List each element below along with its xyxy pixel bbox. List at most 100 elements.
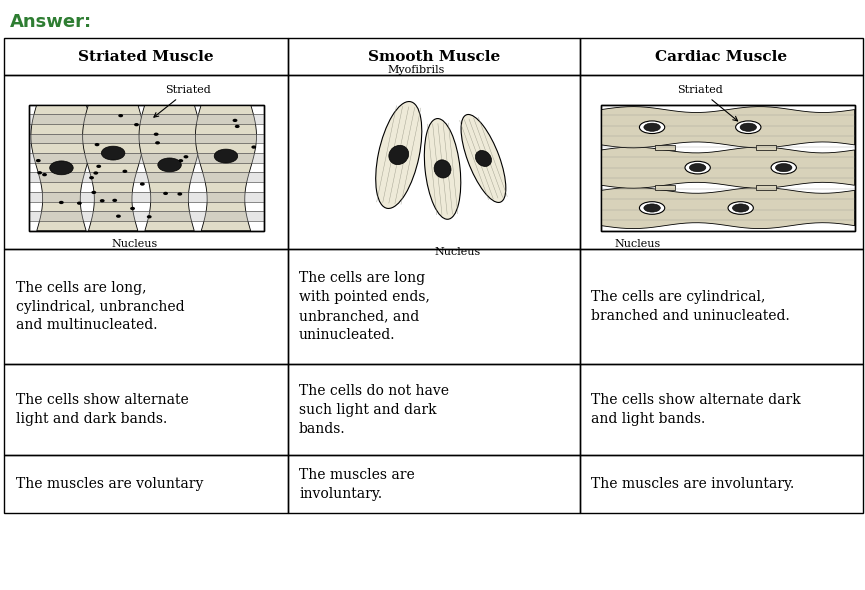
Text: Striated: Striated: [154, 85, 210, 117]
Ellipse shape: [776, 163, 792, 172]
Circle shape: [116, 215, 121, 218]
Text: The cells show alternate
light and dark bands.: The cells show alternate light and dark …: [16, 394, 189, 426]
Circle shape: [94, 143, 99, 146]
Text: Answer:: Answer:: [10, 13, 93, 31]
FancyBboxPatch shape: [655, 185, 675, 191]
Ellipse shape: [771, 161, 797, 174]
Bar: [4, 249, 288, 364]
Bar: [601, 104, 855, 231]
Text: Myofibrils: Myofibrils: [388, 65, 445, 75]
Ellipse shape: [101, 146, 125, 160]
Text: The cells show alternate dark
and light bands.: The cells show alternate dark and light …: [591, 394, 801, 426]
Text: Striated: Striated: [677, 85, 738, 121]
Text: The muscles are involuntary.: The muscles are involuntary.: [591, 477, 794, 491]
FancyBboxPatch shape: [655, 145, 675, 150]
Bar: [288, 249, 580, 364]
Ellipse shape: [476, 150, 491, 166]
Ellipse shape: [689, 163, 706, 172]
Bar: [580, 75, 863, 249]
Bar: [4, 38, 288, 75]
Polygon shape: [601, 107, 855, 148]
Polygon shape: [195, 104, 257, 231]
Ellipse shape: [215, 149, 238, 163]
Ellipse shape: [728, 202, 753, 214]
Ellipse shape: [735, 121, 761, 133]
Circle shape: [35, 159, 41, 162]
Bar: [29, 104, 264, 231]
Ellipse shape: [49, 161, 74, 175]
Bar: [601, 104, 855, 231]
Ellipse shape: [434, 160, 451, 178]
Circle shape: [119, 114, 123, 117]
Circle shape: [234, 124, 240, 128]
Bar: [29, 104, 264, 231]
Text: Nucleus: Nucleus: [614, 238, 660, 248]
Bar: [288, 38, 580, 75]
Text: Nucleus: Nucleus: [434, 247, 480, 257]
Bar: [580, 455, 863, 513]
Bar: [580, 364, 863, 455]
Bar: [288, 455, 580, 513]
Bar: [4, 455, 288, 513]
Circle shape: [177, 192, 183, 196]
Bar: [580, 249, 863, 364]
Bar: [601, 104, 855, 231]
Bar: [29, 172, 264, 182]
Bar: [29, 104, 264, 231]
Circle shape: [155, 141, 160, 145]
Polygon shape: [82, 104, 144, 231]
Ellipse shape: [389, 145, 408, 165]
Ellipse shape: [639, 121, 664, 133]
Circle shape: [154, 133, 158, 136]
Circle shape: [130, 207, 135, 210]
Bar: [580, 38, 863, 75]
Circle shape: [134, 123, 139, 126]
Ellipse shape: [644, 204, 660, 212]
Circle shape: [37, 171, 42, 175]
Text: Striated Muscle: Striated Muscle: [78, 50, 214, 64]
Text: The cells do not have
such light and dark
bands.: The cells do not have such light and dar…: [299, 384, 449, 435]
Bar: [29, 153, 264, 163]
Text: The muscles are voluntary: The muscles are voluntary: [16, 477, 203, 491]
Bar: [29, 114, 264, 124]
Bar: [4, 364, 288, 455]
Circle shape: [178, 159, 183, 162]
Bar: [601, 104, 855, 231]
Bar: [288, 364, 580, 455]
Ellipse shape: [740, 123, 757, 132]
Bar: [29, 104, 264, 231]
Circle shape: [112, 199, 117, 202]
Circle shape: [163, 192, 168, 195]
Circle shape: [89, 176, 94, 179]
Ellipse shape: [644, 123, 660, 132]
Bar: [288, 75, 580, 249]
Bar: [29, 192, 264, 202]
Text: Nucleus: Nucleus: [112, 238, 157, 248]
Circle shape: [183, 155, 189, 159]
Circle shape: [92, 191, 96, 194]
Circle shape: [147, 215, 151, 218]
Ellipse shape: [461, 114, 506, 202]
Bar: [601, 104, 855, 231]
Bar: [29, 134, 264, 143]
Text: The cells are cylindrical,
branched and uninucleated.: The cells are cylindrical, branched and …: [591, 290, 790, 323]
Bar: [29, 104, 264, 231]
Polygon shape: [31, 104, 92, 231]
Polygon shape: [601, 188, 855, 228]
Ellipse shape: [425, 119, 461, 219]
Bar: [601, 104, 855, 231]
Text: Cardiac Muscle: Cardiac Muscle: [656, 50, 788, 64]
Circle shape: [42, 173, 47, 176]
Bar: [4, 75, 288, 249]
Circle shape: [123, 170, 127, 173]
Ellipse shape: [685, 161, 710, 174]
Circle shape: [93, 171, 99, 175]
Circle shape: [77, 202, 82, 205]
Circle shape: [140, 182, 144, 186]
Circle shape: [96, 165, 101, 168]
FancyBboxPatch shape: [756, 145, 776, 150]
Text: The cells are long,
cylindrical, unbranched
and multinucleated.: The cells are long, cylindrical, unbranc…: [16, 281, 184, 332]
Ellipse shape: [375, 101, 422, 208]
Bar: [601, 104, 855, 231]
Bar: [601, 104, 855, 231]
